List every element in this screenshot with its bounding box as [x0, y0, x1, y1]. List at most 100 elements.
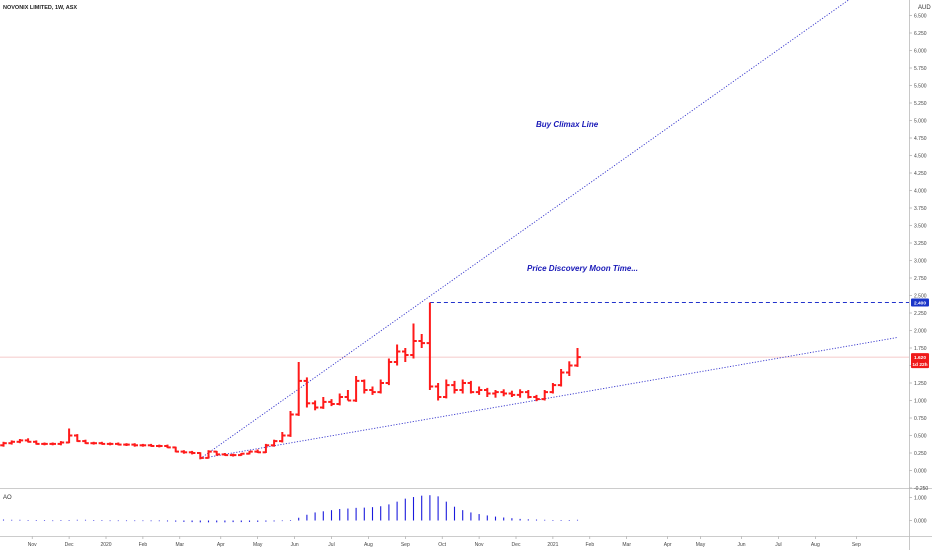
- ao-bar: [355, 507, 357, 521]
- y-tick-label: 6.250: [914, 31, 927, 37]
- ao-bar: [125, 520, 128, 522]
- y-tick-label: 1.250: [914, 381, 927, 387]
- ao-bar: [68, 520, 70, 521]
- ohlc-bar: [525, 390, 532, 399]
- ohlc-bar: [377, 379, 384, 394]
- ao-bar: [363, 507, 365, 521]
- x-tick-label: Sep: [852, 542, 861, 548]
- x-tick-label: Aug: [364, 542, 373, 548]
- ao-bar: [224, 520, 226, 523]
- ohlc-bar: [57, 441, 65, 446]
- x-tick-label: Oct: [438, 542, 446, 548]
- ohlc-bar: [213, 450, 220, 456]
- ao-bar: [19, 519, 21, 521]
- ao-bar: [511, 518, 513, 521]
- ohlc-bar: [98, 441, 106, 445]
- ao-bar: [388, 504, 390, 521]
- y-tick-label: 5.250: [914, 101, 927, 107]
- y-tick-label: 4.750: [914, 136, 927, 142]
- ao-bar: [306, 514, 308, 521]
- countdown-label: 1d 22h: [912, 362, 927, 368]
- ao-bar: [93, 520, 95, 521]
- ao-bar: [552, 520, 554, 521]
- ohlc-bar: [434, 383, 442, 401]
- last-price-label-bg: [911, 353, 929, 369]
- x-tick-label: 2020: [100, 542, 111, 548]
- y-tick-label: 4.500: [914, 153, 927, 159]
- ohlc-bar: [139, 443, 147, 447]
- ohlc-bar: [115, 442, 122, 446]
- ohlc-bar: [557, 369, 565, 387]
- ohlc-bar: [188, 450, 196, 455]
- annotation-buy-climax: Buy Climax Line: [536, 120, 599, 129]
- ohlc-bar: [90, 441, 97, 445]
- ohlc-bar: [410, 323, 417, 359]
- ohlc-bar: [541, 390, 548, 401]
- ao-bar: [101, 520, 103, 521]
- ao-bar: [462, 510, 464, 521]
- y-tick-label: 2.250: [914, 311, 927, 317]
- ohlc-bar: [516, 389, 524, 398]
- ao-bar: [339, 509, 341, 521]
- ao-bar: [257, 520, 259, 522]
- level-price-label: 2.400: [914, 300, 926, 306]
- ao-bar: [519, 518, 521, 521]
- ao-bar: [240, 520, 242, 523]
- ao-bar: [273, 520, 275, 522]
- y-tick-label: 2.750: [914, 276, 927, 282]
- ohlc-bar: [451, 380, 458, 394]
- ao-bar: [478, 514, 480, 521]
- ao-bar: [298, 517, 300, 521]
- chart-title: NOVONIX LIMITED, 1W, ASX: [3, 5, 77, 11]
- x-tick-label: Jun: [737, 542, 745, 548]
- ohlc-bar: [574, 348, 581, 367]
- ohlc-bar: [16, 439, 24, 444]
- ao-tick-label: 0.000: [914, 518, 927, 524]
- ao-bar: [11, 519, 13, 521]
- ohlc-bar: [393, 344, 401, 366]
- ao-bar: [142, 520, 144, 522]
- ao-bar: [76, 519, 78, 521]
- ao-bar: [281, 520, 283, 522]
- ao-bar: [429, 495, 431, 521]
- ohlc-bar: [328, 399, 335, 407]
- ohlc-bar: [418, 334, 425, 348]
- ohlc-bar: [8, 440, 15, 445]
- ohlc-bar: [172, 446, 179, 453]
- ohlc-bar: [385, 358, 393, 386]
- x-tick-label: Mar: [622, 542, 631, 548]
- ohlc-bar: [508, 390, 516, 397]
- x-tick-label: Mar: [175, 542, 184, 548]
- trendline: [200, 0, 850, 459]
- ao-bar: [576, 519, 579, 521]
- y-tick-label: 4.000: [914, 188, 927, 194]
- ohlc-bar: [49, 442, 56, 446]
- ao-bar: [380, 506, 382, 521]
- ao-bar: [330, 510, 333, 521]
- ao-bar: [27, 520, 29, 521]
- ao-bar: [199, 520, 201, 523]
- ao-bar: [289, 520, 292, 521]
- ohlc-bar: [336, 393, 343, 406]
- ao-bar: [494, 516, 497, 521]
- ohlc-bar: [369, 386, 376, 395]
- ao-bar: [404, 498, 406, 521]
- ao-bar: [158, 520, 160, 522]
- ao-tick-label: 1.000: [914, 495, 927, 501]
- ohlc-bar: [246, 450, 253, 455]
- ao-bar: [453, 506, 456, 521]
- ohlc-bar: [279, 432, 286, 443]
- ao-bar: [437, 496, 439, 521]
- ohlc-bar: [320, 397, 327, 409]
- x-tick-label: Jun: [291, 542, 299, 548]
- ao-bar: [486, 515, 488, 521]
- ohlc-bar: [352, 376, 360, 402]
- ao-bar: [560, 520, 562, 521]
- ohlc-bar: [287, 411, 294, 437]
- ohlc-bar: [221, 453, 229, 457]
- x-tick-label: Nov: [28, 542, 37, 548]
- y-tick-label: 5.750: [914, 66, 927, 72]
- ohlc-bar: [123, 443, 130, 446]
- y-tick-label: 0.750: [914, 416, 927, 422]
